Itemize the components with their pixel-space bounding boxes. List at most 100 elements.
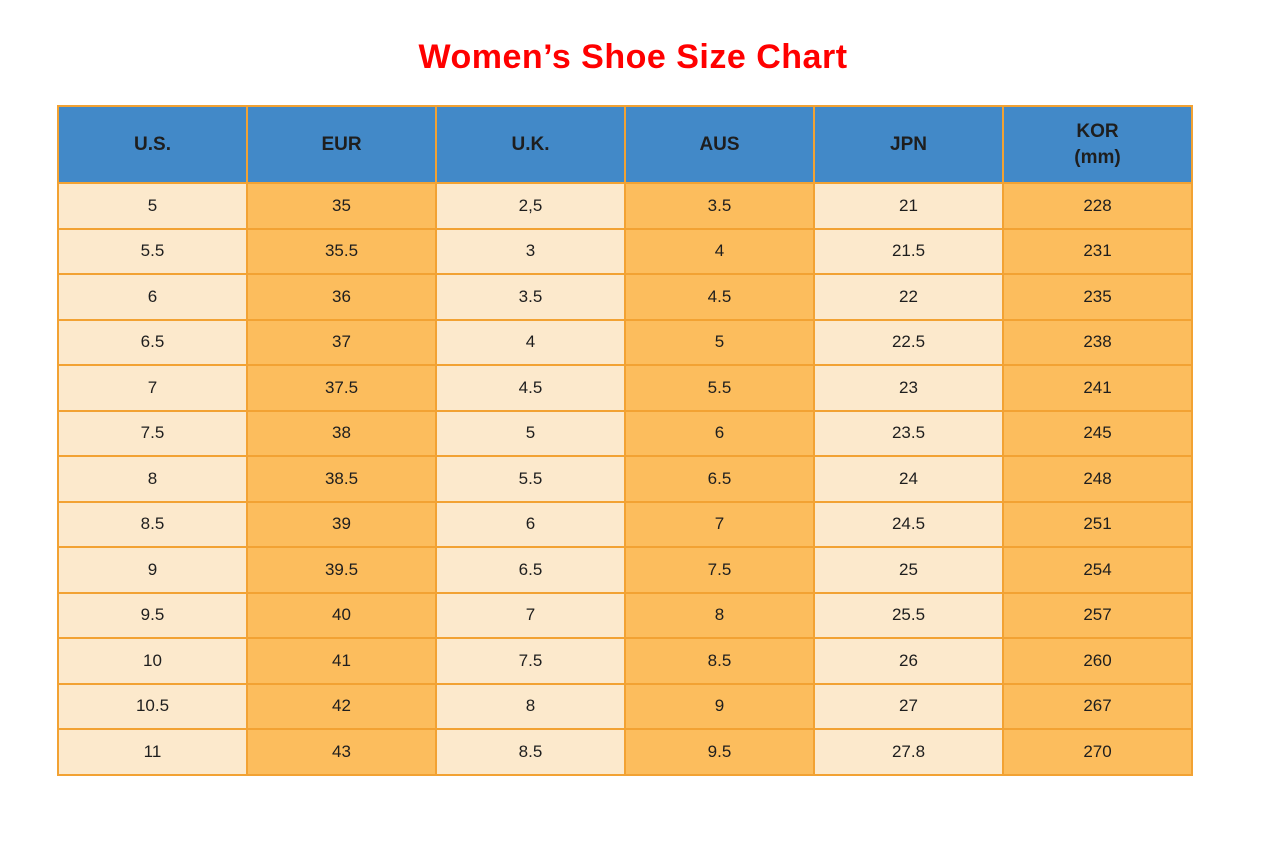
cell-kor: 251 [1002,500,1193,548]
column-header-label: EUR [321,133,362,155]
cell-jpn: 21.5 [813,227,1004,275]
column-header-jpn: JPN [813,105,1004,184]
table-row: 9 39.5 6.5 7.5 25 254 [57,546,1193,594]
cell-us: 7 [57,364,248,412]
cell-aus: 4.5 [624,273,815,321]
table-row: 6.5 37 4 5 22.5 238 [57,318,1193,366]
cell-jpn: 23 [813,364,1004,412]
cell-uk: 8.5 [435,728,626,776]
column-header-kor: KOR (mm) [1002,105,1193,184]
cell-kor: 238 [1002,318,1193,366]
cell-us: 6.5 [57,318,248,366]
cell-aus: 4 [624,227,815,275]
cell-us: 5 [57,182,248,230]
cell-us: 6 [57,273,248,321]
cell-eur: 36 [246,273,437,321]
cell-eur: 39 [246,500,437,548]
cell-aus: 9 [624,682,815,730]
cell-kor: 267 [1002,682,1193,730]
table-row: 9.5 40 7 8 25.5 257 [57,591,1193,639]
cell-eur: 35 [246,182,437,230]
cell-eur: 39.5 [246,546,437,594]
cell-eur: 37.5 [246,364,437,412]
cell-us: 9.5 [57,591,248,639]
cell-us: 10 [57,637,248,685]
column-header-aus: AUS [624,105,815,184]
cell-aus: 6.5 [624,455,815,503]
cell-jpn: 25.5 [813,591,1004,639]
cell-eur: 43 [246,728,437,776]
cell-kor: 260 [1002,637,1193,685]
cell-uk: 4 [435,318,626,366]
cell-kor: 231 [1002,227,1193,275]
table-row: 6 36 3.5 4.5 22 235 [57,273,1193,321]
cell-eur: 42 [246,682,437,730]
cell-uk: 5 [435,409,626,457]
table-header-row: U.S. EUR U.K. AUS JPN KOR (mm) [57,105,1193,184]
table-row: 8 38.5 5.5 6.5 24 248 [57,455,1193,503]
cell-uk: 8 [435,682,626,730]
cell-uk: 6 [435,500,626,548]
cell-uk: 2,5 [435,182,626,230]
cell-jpn: 24.5 [813,500,1004,548]
cell-kor: 235 [1002,273,1193,321]
cell-us: 9 [57,546,248,594]
cell-uk: 3.5 [435,273,626,321]
column-header-sublabel: (mm) [1074,146,1121,168]
cell-us: 8 [57,455,248,503]
cell-us: 8.5 [57,500,248,548]
cell-jpn: 27 [813,682,1004,730]
cell-aus: 8.5 [624,637,815,685]
cell-eur: 37 [246,318,437,366]
cell-aus: 8 [624,591,815,639]
cell-eur: 40 [246,591,437,639]
cell-aus: 7 [624,500,815,548]
table-row: 5.5 35.5 3 4 21.5 231 [57,227,1193,275]
cell-kor: 248 [1002,455,1193,503]
cell-kor: 254 [1002,546,1193,594]
table-row: 7.5 38 5 6 23.5 245 [57,409,1193,457]
cell-jpn: 22.5 [813,318,1004,366]
cell-aus: 3.5 [624,182,815,230]
column-header-eur: EUR [246,105,437,184]
column-header-label: AUS [699,133,740,155]
cell-jpn: 27.8 [813,728,1004,776]
cell-aus: 5 [624,318,815,366]
cell-us: 11 [57,728,248,776]
page-title: Women’s Shoe Size Chart [418,38,848,76]
cell-uk: 5.5 [435,455,626,503]
cell-uk: 7.5 [435,637,626,685]
table-header: U.S. EUR U.K. AUS JPN KOR (mm) [57,105,1193,184]
cell-uk: 4.5 [435,364,626,412]
cell-kor: 241 [1002,364,1193,412]
table-body: 5 35 2,5 3.5 21 228 5.5 35.5 3 4 21.5 231 6 36 3.5 4.5 2… [57,182,1193,776]
cell-eur: 41 [246,637,437,685]
table-row: 11 43 8.5 9.5 27.8 270 [57,728,1193,776]
cell-uk: 7 [435,591,626,639]
table-row: 10.5 42 8 9 27 267 [57,682,1193,730]
cell-jpn: 26 [813,637,1004,685]
cell-eur: 35.5 [246,227,437,275]
table-row: 8.5 39 6 7 24.5 251 [57,500,1193,548]
cell-us: 7.5 [57,409,248,457]
cell-us: 10.5 [57,682,248,730]
cell-aus: 5.5 [624,364,815,412]
cell-aus: 7.5 [624,546,815,594]
cell-aus: 9.5 [624,728,815,776]
cell-eur: 38 [246,409,437,457]
cell-kor: 257 [1002,591,1193,639]
cell-jpn: 21 [813,182,1004,230]
cell-kor: 270 [1002,728,1193,776]
cell-jpn: 24 [813,455,1004,503]
column-header-label: JPN [890,133,927,155]
cell-eur: 38.5 [246,455,437,503]
table-row: 7 37.5 4.5 5.5 23 241 [57,364,1193,412]
cell-uk: 3 [435,227,626,275]
column-header-us: U.S. [57,105,248,184]
column-header-label: KOR [1076,120,1119,142]
table-row: 10 41 7.5 8.5 26 260 [57,637,1193,685]
cell-jpn: 25 [813,546,1004,594]
cell-aus: 6 [624,409,815,457]
cell-us: 5.5 [57,227,248,275]
